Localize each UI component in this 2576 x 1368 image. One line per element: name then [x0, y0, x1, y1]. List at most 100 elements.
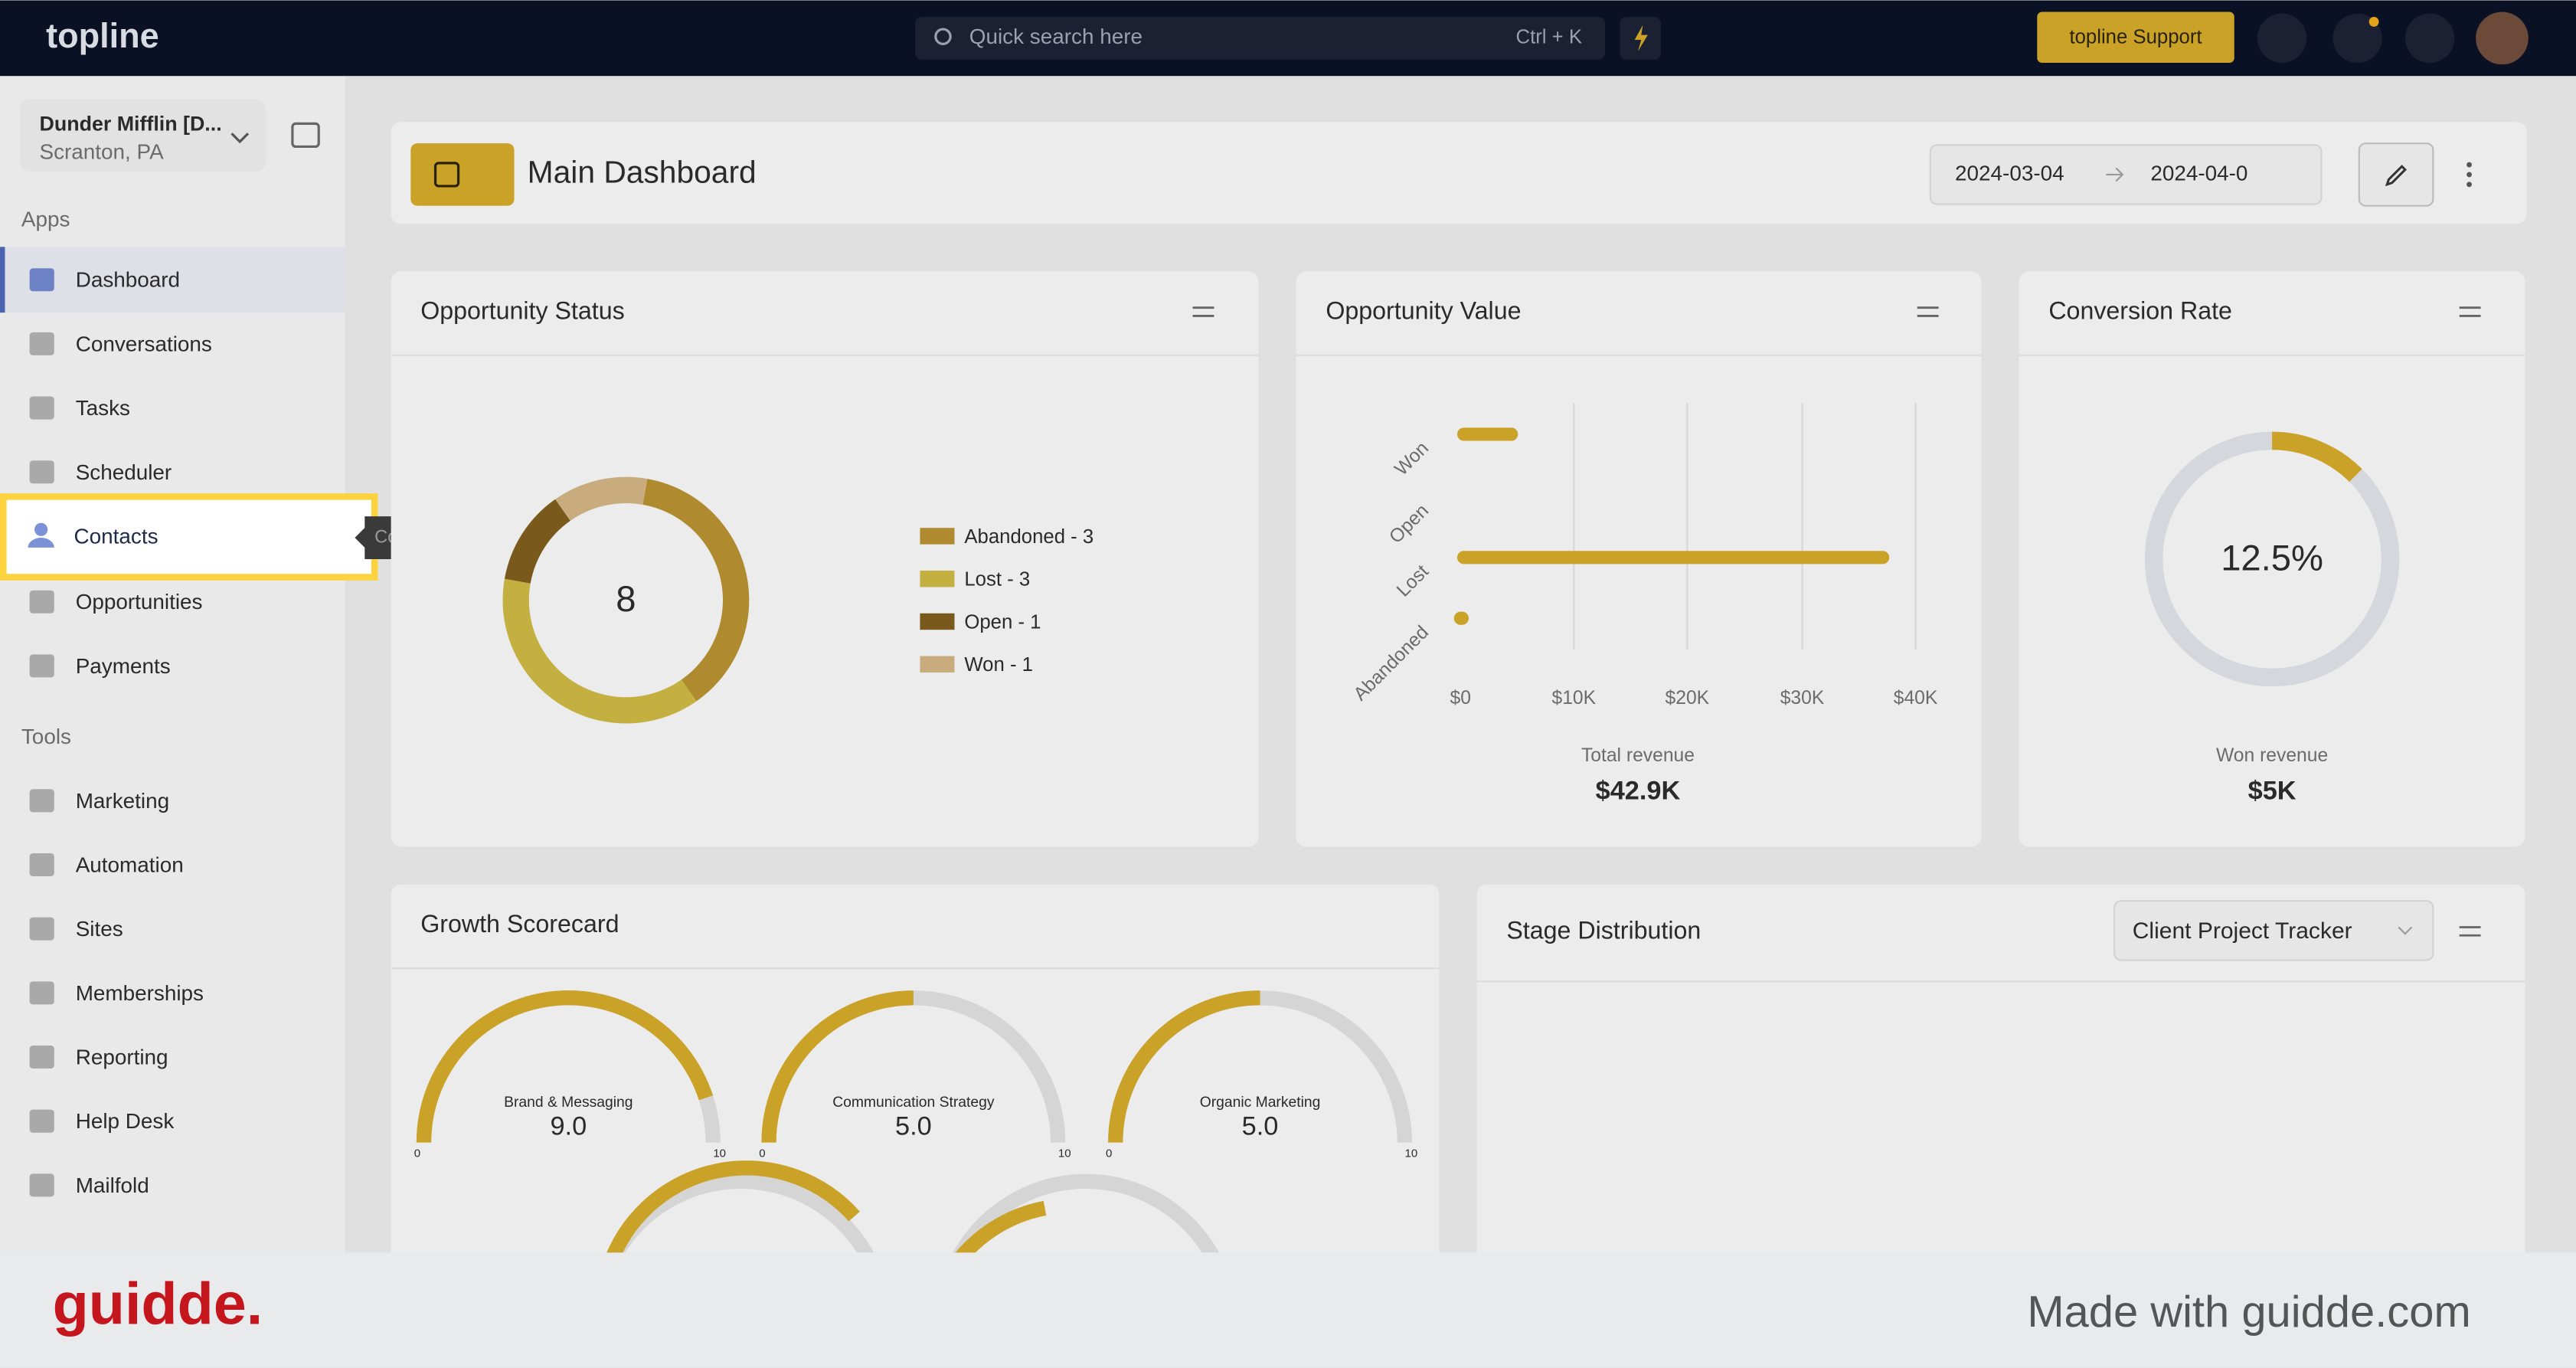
account-switcher[interactable] — [19, 99, 266, 172]
edit-icon — [2385, 165, 2408, 187]
gauge-label: Communication Strategy — [832, 1095, 995, 1111]
chevron — [2398, 926, 2413, 935]
caption: Won revenue — [2216, 745, 2328, 766]
search-placeholder: Quick search here — [969, 25, 1143, 48]
gauge-label: Brand & Messaging — [504, 1095, 633, 1111]
nav-icon — [29, 590, 54, 614]
card-title: Conversion Rate — [2048, 297, 2232, 325]
notification-dot — [2368, 16, 2379, 27]
card-title: Stage Distribution — [1506, 916, 1701, 944]
more-button[interactable] — [2466, 162, 2472, 188]
nav-item[interactable]: Scheduler — [76, 460, 172, 484]
nav-item[interactable]: Marketing — [76, 789, 169, 813]
legend-label: Won - 1 — [964, 654, 1033, 676]
date-to: 2024-04-0 — [2150, 161, 2247, 185]
notifications-button[interactable] — [2332, 13, 2382, 64]
nav-item[interactable]: Reporting — [76, 1046, 168, 1069]
collapse-button[interactable] — [291, 122, 320, 149]
nav-icon — [29, 1045, 54, 1069]
nav: Apps Dashboard Conversations Tasks Scheduler… — [0, 207, 345, 1197]
card-title: Opportunity Status — [420, 297, 624, 325]
layout-button[interactable] — [410, 143, 515, 206]
nav-item[interactable]: Conversations — [76, 332, 212, 355]
legend — [920, 528, 955, 673]
gauge-arc — [2144, 431, 2400, 687]
bolt-icon — [1634, 25, 1648, 52]
section-title: Apps — [21, 207, 70, 231]
nav-icon — [29, 332, 54, 355]
nav-icon — [29, 789, 54, 813]
date-from: 2024-03-04 — [1955, 161, 2064, 185]
section-title: Tools — [21, 725, 71, 748]
account-name: Dunder Mifflin [D... — [39, 113, 221, 136]
nav-item[interactable]: Payments — [76, 654, 171, 678]
x-label: $30K — [1780, 688, 1825, 709]
nav-item[interactable]: Help Desk — [76, 1109, 175, 1133]
nav-item[interactable]: Mailfold — [76, 1173, 149, 1197]
help-button[interactable] — [2404, 13, 2455, 64]
gauge-max: 10 — [1058, 1147, 1071, 1160]
gauge-value: 5.0 — [895, 1111, 932, 1141]
donut-center: 8 — [616, 579, 636, 620]
nav-item[interactable]: Dashboard — [76, 268, 180, 292]
donut — [502, 476, 750, 724]
support-label: topline Support — [2069, 27, 2202, 48]
gauge-max: 10 — [713, 1147, 726, 1160]
nav-item[interactable]: Automation — [76, 853, 184, 877]
nav-icon — [29, 853, 54, 877]
nav-icon — [29, 1173, 54, 1197]
legend-label: Lost - 3 — [964, 569, 1030, 591]
logo[interactable]: topline — [46, 16, 159, 55]
nav-icon — [29, 654, 54, 678]
nav-icon — [29, 460, 54, 484]
highlight — [0, 493, 378, 581]
nav-icon — [29, 268, 54, 292]
caption: Total revenue — [1581, 745, 1695, 766]
gauges — [416, 990, 1412, 1271]
nav-item[interactable]: Memberships — [76, 981, 204, 1005]
nav-item[interactable]: Tasks — [76, 396, 130, 420]
gauge-label: Organic Marketing — [1200, 1095, 1321, 1111]
brand: guidde. — [53, 1271, 263, 1337]
contacts-icon — [28, 538, 54, 548]
phone-button[interactable] — [2257, 13, 2307, 64]
x-label: $20K — [1666, 688, 1710, 709]
dashboard-title: Main Dashboard — [528, 155, 757, 190]
credit: Made with guidde.com — [2027, 1288, 2470, 1337]
account-location: Scranton, PA — [39, 139, 164, 163]
gauge-min: 0 — [1106, 1147, 1112, 1160]
amount: $5K — [2248, 777, 2296, 806]
gauge-value: 5.0 — [1242, 1111, 1279, 1141]
legend-label: Abandoned - 3 — [964, 526, 1093, 548]
nav-item[interactable]: Sites — [76, 917, 123, 941]
x-label: $10K — [1552, 688, 1597, 709]
conversion-value: 12.5% — [2221, 538, 2323, 579]
nav-item-highlighted[interactable]: Contacts — [74, 524, 159, 548]
pipeline-select[interactable] — [2113, 900, 2434, 961]
nav-item[interactable]: Opportunities — [76, 590, 203, 614]
date-range[interactable] — [1929, 144, 2323, 205]
gauge-max: 10 — [1405, 1147, 1418, 1160]
x-label: $0 — [1450, 688, 1471, 709]
layout-icon — [433, 162, 460, 188]
contacts-icon — [34, 522, 48, 536]
avatar[interactable] — [2476, 11, 2529, 65]
active-indicator — [0, 247, 5, 313]
gauge-min: 0 — [414, 1147, 420, 1160]
support-button[interactable] — [2037, 11, 2234, 64]
edit-button[interactable] — [2358, 142, 2434, 207]
nav-icon — [29, 1109, 54, 1133]
search-box[interactable] — [914, 16, 1606, 60]
card — [391, 884, 1440, 1279]
filter-icons[interactable] — [1192, 306, 2481, 937]
chevron — [230, 133, 250, 144]
search-icon — [934, 28, 952, 45]
gauge-min: 0 — [759, 1147, 765, 1160]
total: $42.9K — [1596, 777, 1681, 806]
card — [2019, 271, 2525, 847]
arrow-icon — [2106, 167, 2124, 182]
nav-icon — [29, 917, 54, 941]
gauge-value: 9.0 — [550, 1111, 587, 1141]
